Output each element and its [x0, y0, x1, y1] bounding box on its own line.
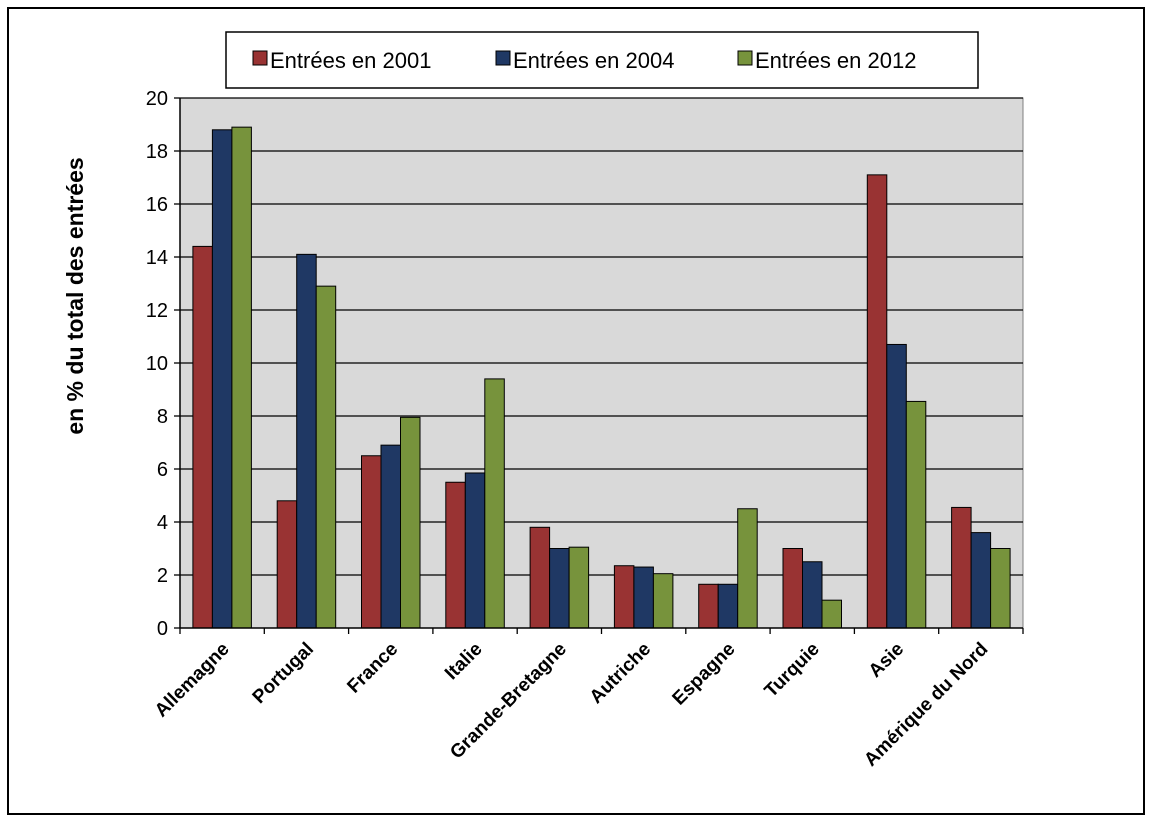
bar [970, 532, 992, 629]
bar [315, 285, 337, 629]
legend-label-2001: Entrées en 2001 [270, 48, 431, 73]
bar [231, 126, 252, 629]
axes [174, 97, 1024, 634]
bar [549, 548, 570, 629]
bar [652, 573, 674, 629]
legend-swatch-2012 [737, 50, 753, 66]
bars [192, 126, 1011, 629]
bar [821, 599, 842, 629]
y-tick-label: 16 [146, 194, 168, 216]
bar [361, 455, 382, 629]
y-tick-label: 6 [157, 459, 168, 481]
bar [276, 500, 298, 629]
y-tick-label: 20 [146, 88, 168, 110]
y-tick-label: 14 [146, 247, 168, 269]
bar [484, 378, 505, 629]
legend-label-2004: Entrées en 2004 [513, 48, 674, 73]
y-tick-label: 2 [157, 565, 168, 587]
bar [905, 400, 927, 629]
y-tick-label: 10 [146, 353, 168, 375]
y-tick-label: 12 [146, 300, 168, 322]
bar [211, 129, 233, 629]
bar [866, 174, 888, 629]
bar [782, 548, 803, 629]
bar [737, 508, 758, 629]
bar [886, 343, 907, 629]
y-tick-label: 0 [157, 618, 168, 640]
bar [529, 526, 551, 629]
bar [698, 583, 719, 629]
legend-label-2012: Entrées en 2012 [755, 48, 916, 73]
bar [613, 565, 635, 629]
y-tick-labels: 0 2 4 6 8 10 12 14 16 18 20 [146, 88, 168, 640]
bar [296, 253, 317, 629]
legend-swatch-2004 [495, 50, 511, 66]
bar [568, 546, 590, 629]
bar [802, 561, 823, 629]
bar [717, 583, 739, 629]
bar [445, 481, 466, 629]
bar [990, 548, 1011, 629]
y-axis-label: en % du total des entrées [62, 157, 88, 434]
y-tick-label: 18 [146, 141, 168, 163]
bar [380, 444, 401, 629]
bar [464, 472, 486, 629]
legend: Entrées en 2001 Entrées en 2004 Entrées … [225, 31, 979, 89]
legend-swatch-2001 [252, 50, 268, 66]
y-tick-label: 8 [157, 406, 168, 428]
bar [400, 416, 421, 629]
y-tick-label: 4 [157, 512, 168, 534]
bar [951, 506, 972, 629]
legend-box [225, 31, 979, 89]
bar [192, 245, 213, 629]
bar [633, 566, 654, 629]
